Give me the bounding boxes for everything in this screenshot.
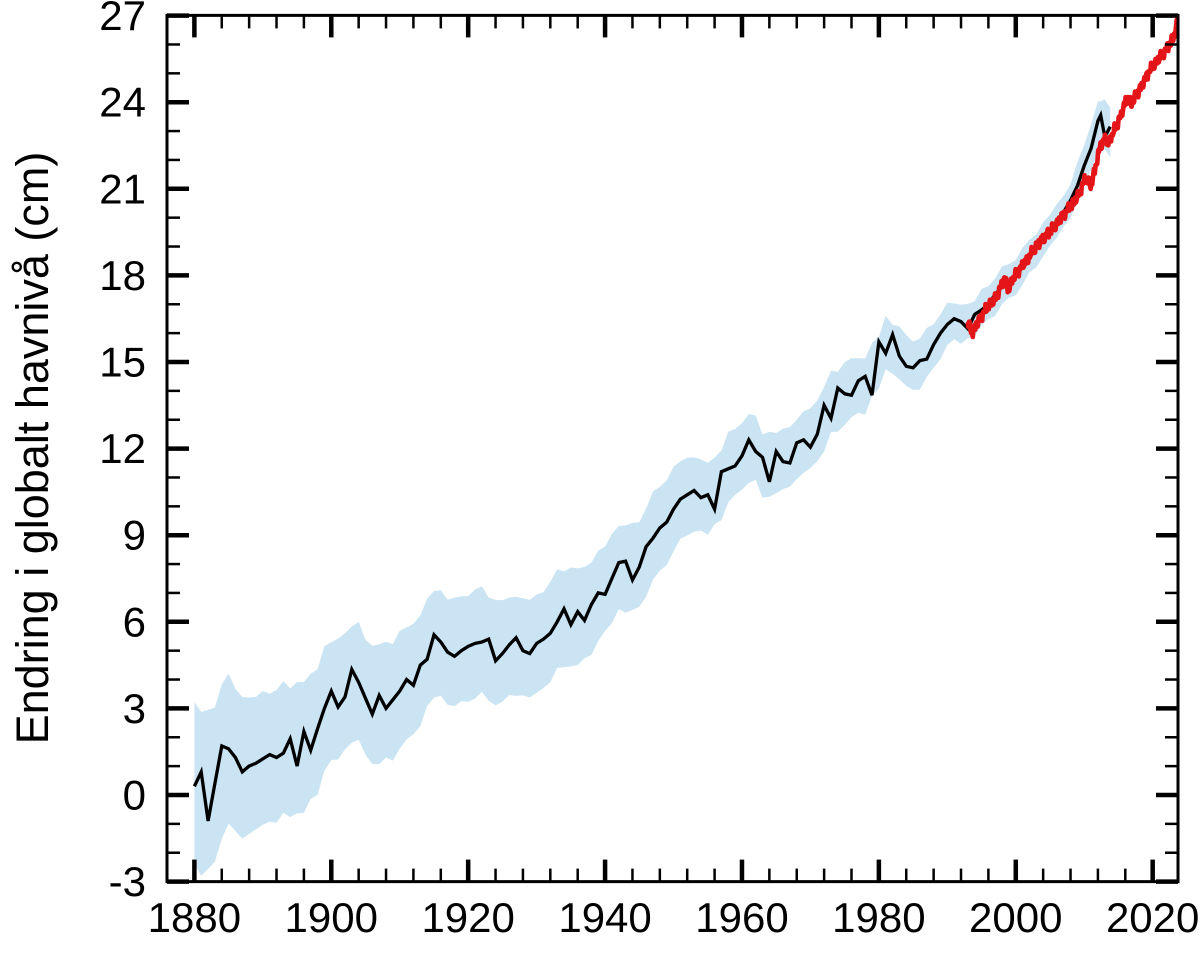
y-tick-label: 6 [123, 598, 146, 645]
x-tick-label: 1960 [695, 894, 788, 941]
x-tick-label: 1940 [558, 894, 651, 941]
x-tick-label: 1880 [148, 894, 241, 941]
uncertainty-band [194, 99, 1111, 876]
plot-frame [165, 13, 1180, 884]
x-tick-label: 2020 [1106, 894, 1199, 941]
y-tick-label: 18 [99, 252, 146, 299]
tide-gauge-line [192, 109, 1112, 822]
y-tick-label: -3 [109, 858, 146, 905]
y-tick-label: 27 [99, 0, 146, 39]
x-tick-label: 1920 [421, 894, 514, 941]
y-tick-label: 24 [99, 79, 146, 126]
y-tick-label: 21 [99, 165, 146, 212]
x-axis-tick-labels: 1880 1900 1920 1940 1960 1980 2000 2020 [148, 894, 1200, 941]
y-tick-label: 15 [99, 338, 146, 385]
y-tick-label: 3 [123, 685, 146, 732]
satellite-line [965, 17, 1178, 340]
y-tick-label: 12 [99, 425, 146, 472]
y-axis-tick-labels: -3 0 3 6 9 12 15 18 21 24 27 [99, 0, 146, 905]
y-tick-label: 0 [123, 772, 146, 819]
x-tick-label: 1900 [285, 894, 378, 941]
y-tick-label: 9 [123, 512, 146, 559]
y-axis-title: Endring i globalt havnivå (cm) [7, 152, 58, 745]
x-tick-label: 2000 [969, 894, 1062, 941]
x-tick-label: 1980 [832, 894, 925, 941]
